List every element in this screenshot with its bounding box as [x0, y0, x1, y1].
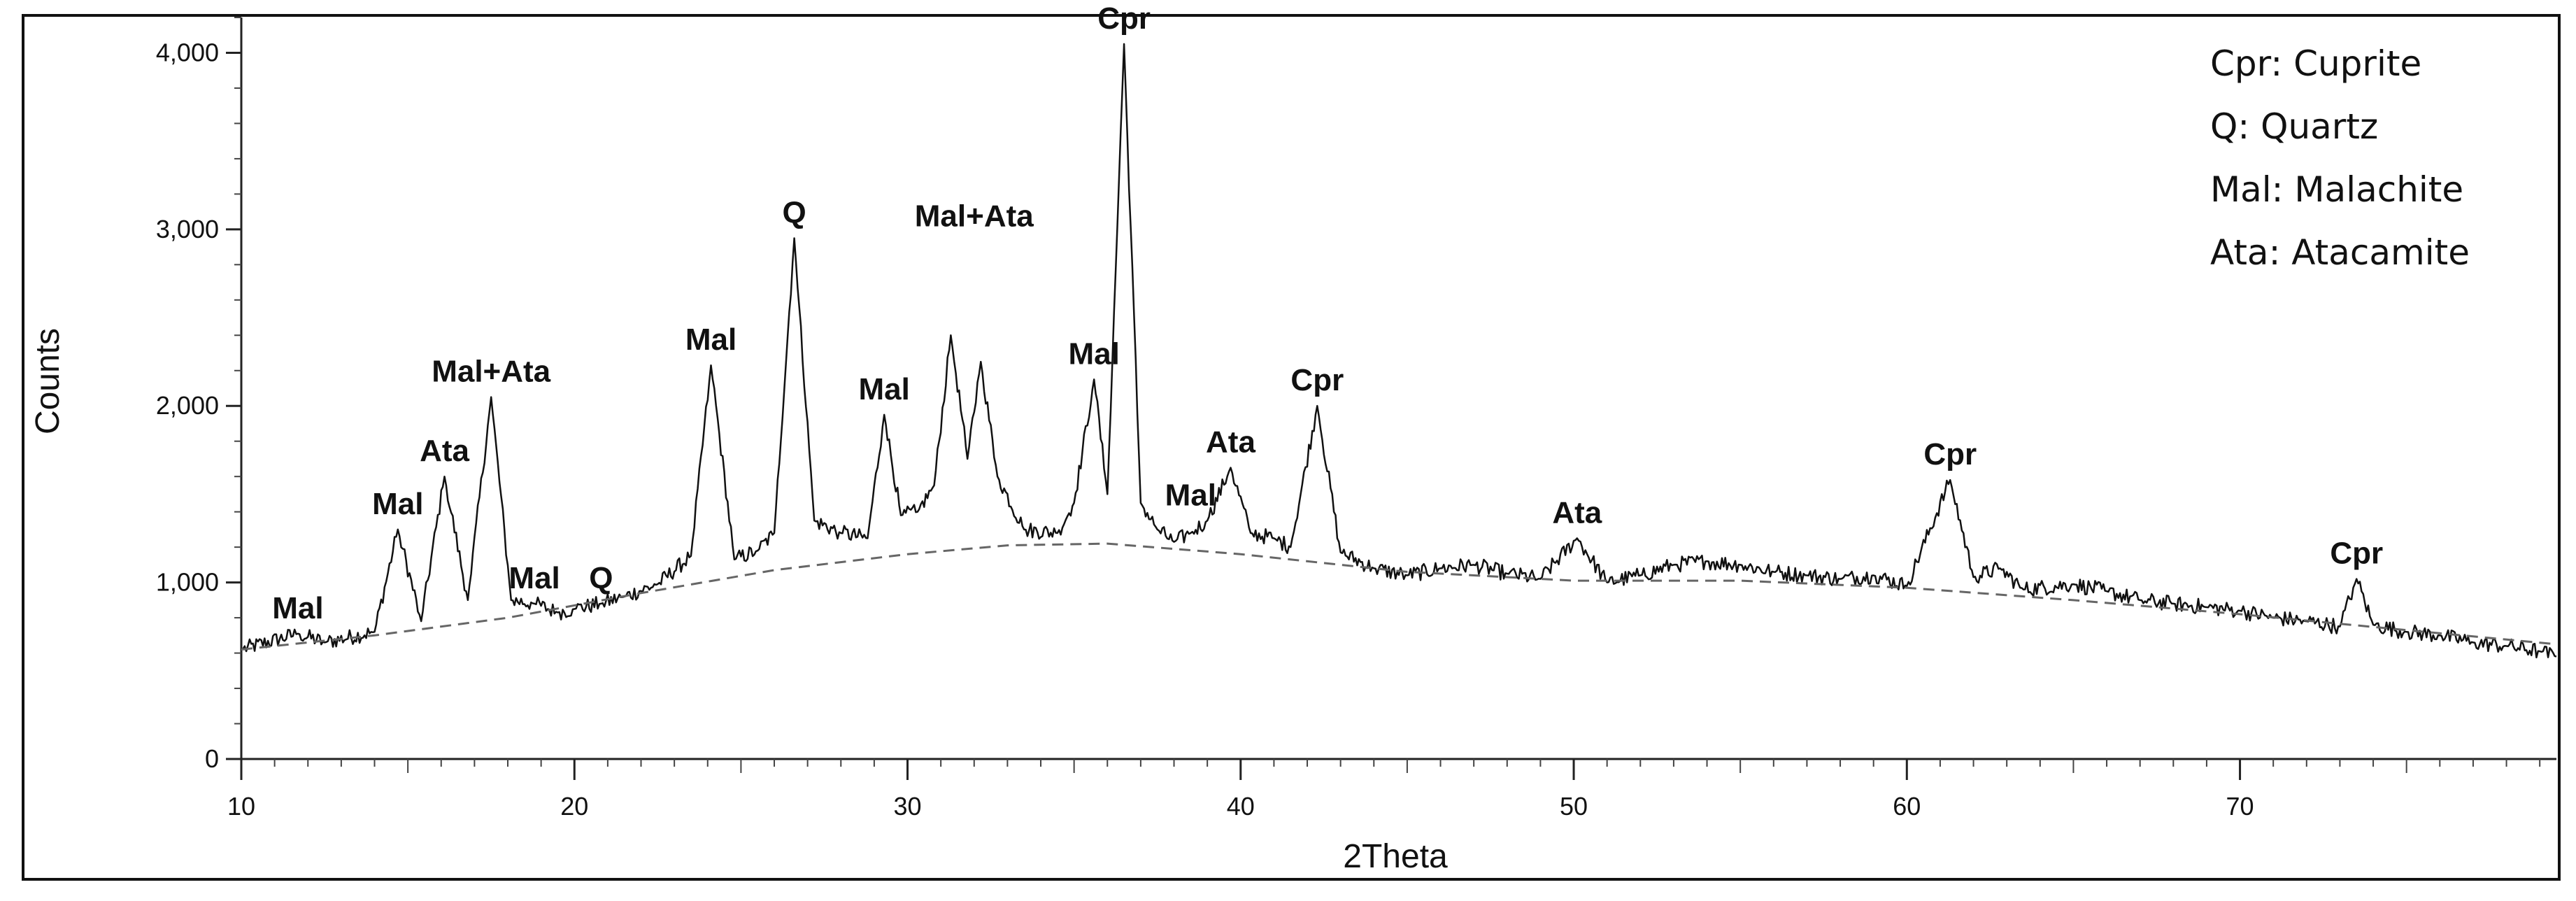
peak-label: Mal [372, 487, 423, 521]
x-axis-title: 2Theta [1343, 838, 1448, 875]
peak-label: Mal [1165, 478, 1216, 512]
legend-entry: Mal: Malachite [2210, 169, 2463, 210]
y-tick-label: 4,000 [156, 38, 219, 66]
x-tick-label: 60 [1893, 792, 1921, 821]
peak-label: Mal [272, 591, 323, 625]
legend-entry: Q: Quartz [2210, 106, 2378, 147]
x-tick-label: 40 [1227, 792, 1255, 821]
peak-label: Ata [1206, 425, 1255, 460]
peak-label: Cpr [1923, 437, 1977, 471]
peak-label: Ata [1552, 496, 1602, 530]
x-tick-label: 10 [227, 792, 255, 821]
x-tick-label: 30 [893, 792, 921, 821]
x-tick-label: 70 [2226, 792, 2254, 821]
peak-label: Cpr [1097, 1, 1151, 36]
peak-label: Mal+Ata [432, 355, 550, 389]
peak-label: Q [782, 195, 806, 229]
peak-label: Ata [420, 434, 469, 468]
peak-label: Mal [508, 561, 560, 595]
y-tick-label: 0 [205, 744, 219, 773]
background-curve [241, 544, 2556, 649]
peak-label: Mal [1069, 336, 1120, 371]
x-tick-label: 50 [1560, 792, 1588, 821]
peak-label: Mal [859, 372, 910, 406]
peak-label: Cpr [2330, 537, 2383, 571]
x-tick-label: 20 [560, 792, 588, 821]
y-tick-label: 3,000 [156, 215, 219, 243]
y-tick-label: 1,000 [156, 568, 219, 597]
y-axis-title: Counts [29, 328, 66, 434]
peak-label: Q [589, 561, 613, 595]
peak-label: Mal+Ata [915, 199, 1034, 234]
figure-border [23, 15, 2559, 879]
y-tick-label: 2,000 [156, 391, 219, 420]
peak-label: Mal [685, 322, 736, 357]
legend-entry: Cpr: Cuprite [2210, 43, 2421, 84]
peak-label: Cpr [1290, 363, 1344, 397]
legend-entry: Ata: Atacamite [2210, 232, 2470, 273]
